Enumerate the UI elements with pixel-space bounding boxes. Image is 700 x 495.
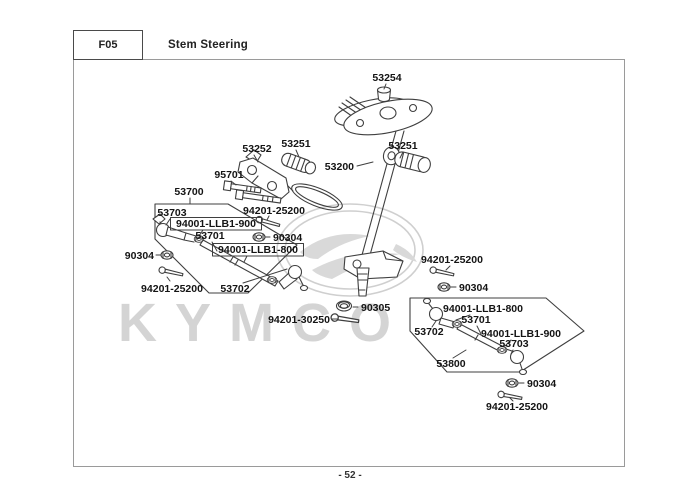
part-label-53703-left: 53703 <box>157 207 186 219</box>
bushing-53254-drawing <box>376 86 392 103</box>
part-label-53254: 53254 <box>372 72 401 84</box>
wire-guide-drawing <box>287 183 343 211</box>
page-number: - 52 - <box>338 470 362 481</box>
part-label-53703-right: 53703 <box>499 338 528 350</box>
part-label-53200: 53200 <box>325 161 354 173</box>
part-label-94201-30250: 94201-30250 <box>268 314 330 326</box>
left-tie-rod-assembly-box <box>154 203 298 294</box>
part-label-94201-25200-d: 94201-25200 <box>486 401 548 413</box>
part-label-53702-right: 53702 <box>414 326 443 338</box>
part-label-94001-llb1-900-right: 94001-LLB1-900 <box>481 328 561 340</box>
part-label-53701-left: 53701 <box>195 230 224 242</box>
tie-rod-left-drawing <box>152 213 309 292</box>
part-label-53800: 53800 <box>436 358 465 370</box>
stopper-53251-right-drawing <box>382 146 431 173</box>
bracket-53252-drawing <box>237 149 290 200</box>
part-label-90304-c: 90304 <box>459 282 488 294</box>
part-label-90304-d: 90304 <box>527 378 556 390</box>
part-label-94001-llb1-900-left: 94001-LLB1-900 <box>176 218 256 230</box>
part-label-53702-left: 53702 <box>220 283 249 295</box>
diagram-frame <box>73 59 625 467</box>
stopper-53251-mid-drawing <box>281 152 317 175</box>
part-label-94001-llb1-800-right: 94001-LLB1-800 <box>443 303 523 315</box>
part-label-94201-25200-b: 94201-25200 <box>141 283 203 295</box>
bolt-95701-drawing <box>222 180 282 204</box>
leader-lines <box>155 83 525 402</box>
label-box-94001-llb1-800-left <box>212 243 304 257</box>
part-label-53700: 53700 <box>174 186 203 198</box>
part-label-94201-25200-a: 94201-25200 <box>243 205 305 217</box>
watermark-wing-upper <box>300 234 370 259</box>
part-label-53252: 53252 <box>242 143 271 155</box>
watermark-wing-tip <box>393 244 417 262</box>
part-label-53701-right: 53701 <box>461 314 490 326</box>
part-label-53251-top: 53251 <box>388 140 417 152</box>
washer-90305-icon <box>335 300 353 312</box>
part-label-94001-llb1-800-left: 94001-LLB1-800 <box>218 244 298 256</box>
label-box-94001-llb1-900-left <box>170 217 262 231</box>
part-label-94201-25200-c: 94201-25200 <box>421 254 483 266</box>
part-label-95701: 95701 <box>214 169 243 181</box>
part-number-labels: 53254 53251 53200 53252 53251 95701 5370… <box>125 72 561 413</box>
part-label-53251-mid: 53251 <box>281 138 310 150</box>
section-code: F05 <box>98 39 118 51</box>
page-title: Stem Steering <box>168 39 248 51</box>
part-label-90304-b: 90304 <box>125 250 154 262</box>
tie-rod-right-drawing <box>422 297 528 376</box>
watermark-ring-outer <box>276 203 424 297</box>
part-label-90304-a: 90304 <box>273 232 302 244</box>
watermark-ring-inner <box>284 210 416 290</box>
part-label-90305: 90305 <box>361 302 390 314</box>
section-code-box: F05 <box>73 30 143 60</box>
